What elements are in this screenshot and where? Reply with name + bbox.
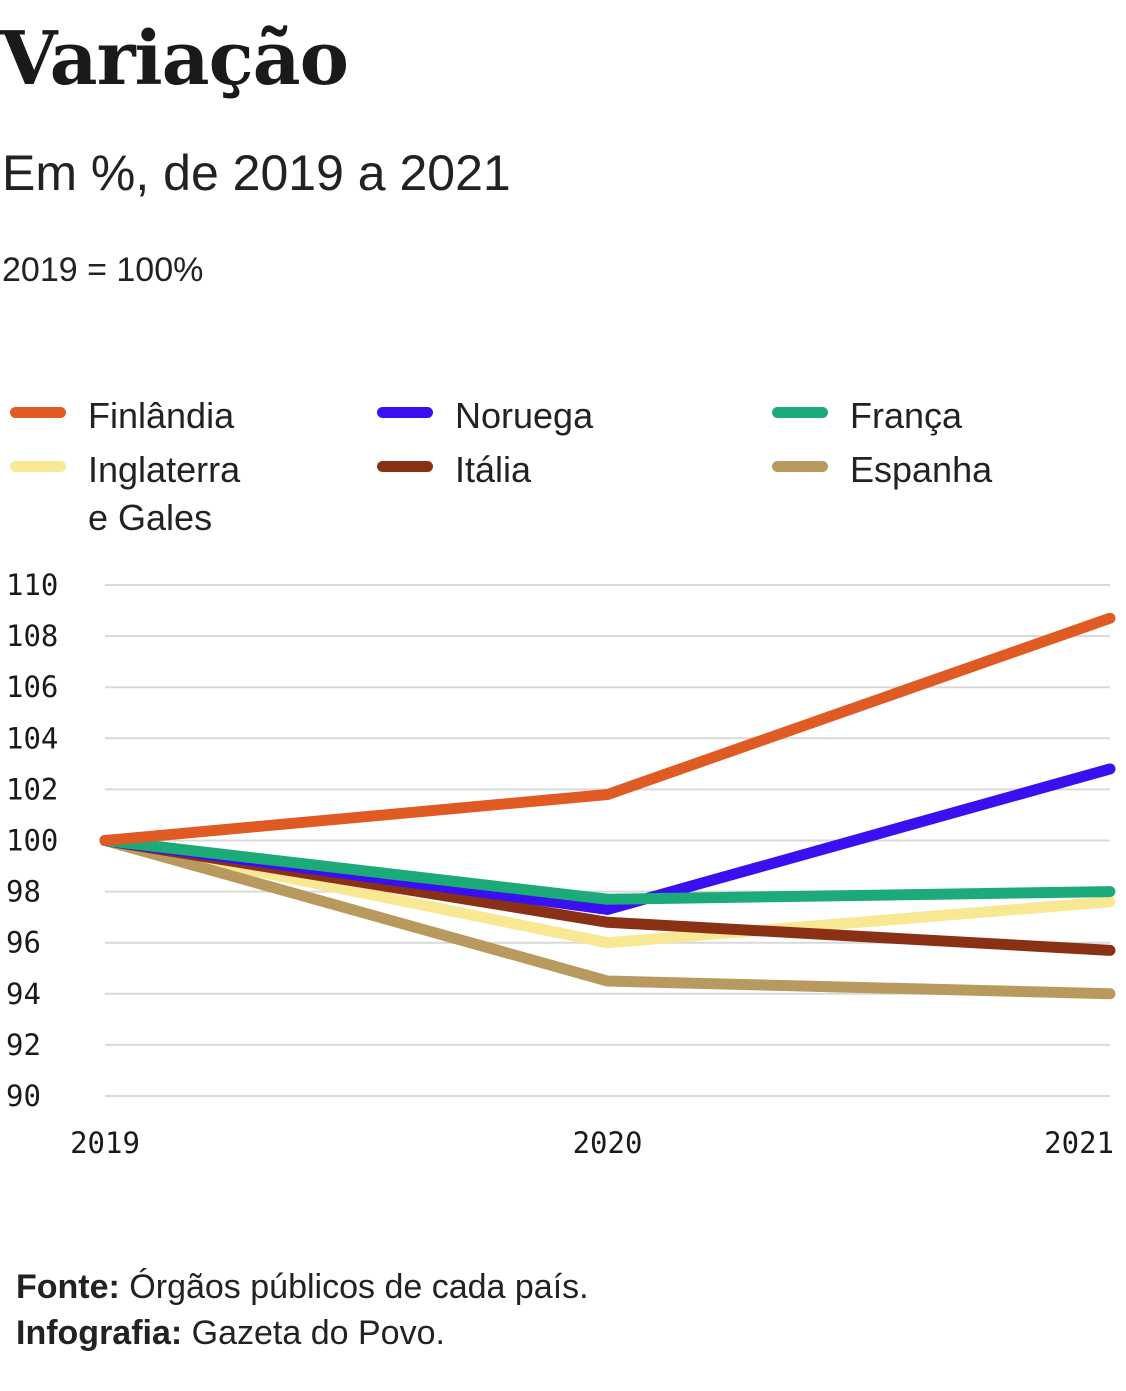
y-tick-label: 108 [6, 619, 58, 653]
x-tick-label: 2019 [70, 1126, 140, 1160]
credit-text: Gazeta do Povo. [182, 1314, 445, 1352]
x-tick-label: 2020 [573, 1126, 643, 1160]
y-tick-label: 100 [6, 824, 58, 858]
legend-swatch [772, 461, 828, 472]
y-tick-label: 90 [6, 1079, 41, 1113]
series-line-finlandia [99, 612, 1116, 846]
credit-label: Infografia: [16, 1314, 183, 1352]
source-line: Fonte: Órgãos públicos de cada país. [16, 1264, 589, 1310]
legend-swatch [377, 407, 433, 418]
legend-label: França [850, 395, 963, 436]
base-note: 2019 = 100% [2, 251, 204, 289]
y-tick-label: 98 [6, 875, 41, 909]
legend-swatch [772, 407, 828, 418]
chart-title: Variação [0, 16, 349, 102]
legend-label: Espanha [850, 449, 993, 490]
chart-subtitle: Em %, de 2019 a 2021 [2, 145, 511, 201]
legend: Finlândia Noruega França Inglaterra e Ga… [0, 392, 1126, 552]
y-tick-label: 104 [6, 721, 58, 755]
legend-swatch [377, 461, 433, 472]
source-text: Órgãos públicos de cada país. [119, 1268, 589, 1306]
legend-label: Itália [455, 449, 532, 490]
legend-swatch [10, 407, 66, 418]
series-line-franca [99, 835, 1116, 905]
footer: Fonte: Órgãos públicos de cada país. Inf… [16, 1264, 589, 1356]
series-line-inglaterra-e-gales [99, 835, 1116, 949]
legend-label: Noruega [455, 395, 594, 436]
y-tick-label: 94 [6, 977, 41, 1011]
legend-label: Finlândia [88, 395, 235, 436]
source-label: Fonte: [16, 1268, 120, 1306]
y-tick-label: 96 [6, 926, 41, 960]
y-tick-label: 92 [6, 1028, 41, 1062]
y-tick-label: 106 [6, 670, 58, 704]
legend-swatch [10, 461, 66, 472]
credit-line: Infografia: Gazeta do Povo. [16, 1310, 589, 1356]
line-chart: 110 108 106 104 102 100 98 96 94 92 90 2019 2020 2021 [6, 568, 1116, 1160]
series-line-espanha [99, 835, 1116, 1000]
x-tick-label: 2021 [1044, 1126, 1114, 1160]
legend-label: Inglaterra e Gales [88, 449, 241, 538]
y-tick-label: 110 [6, 568, 58, 602]
y-tick-label: 102 [6, 772, 58, 806]
